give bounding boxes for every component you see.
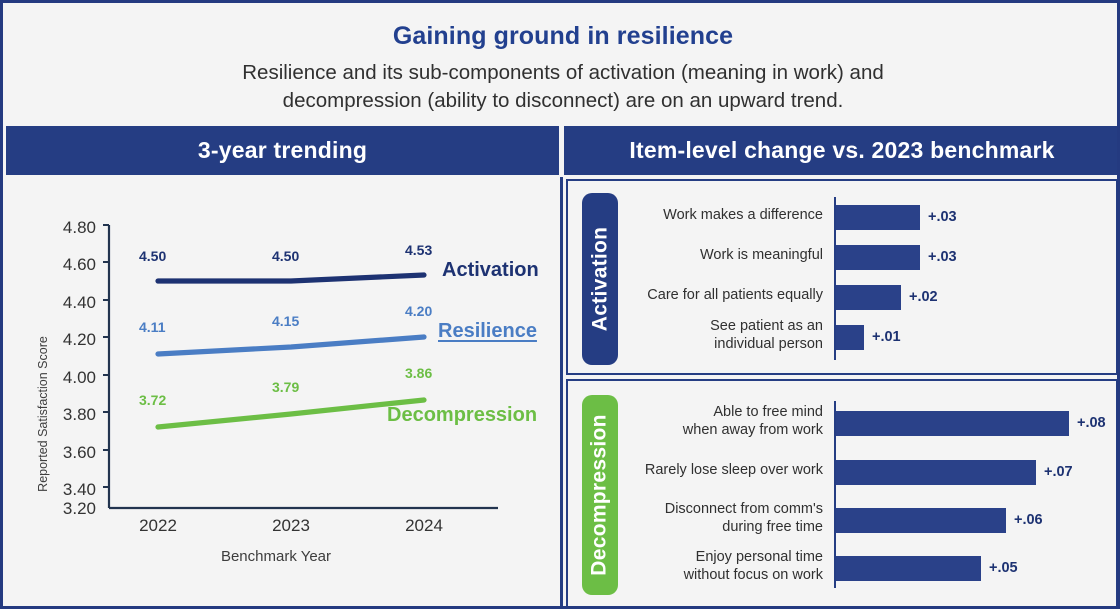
activation-line — [155, 272, 427, 284]
title-block: Gaining ground in resilience Resilience … — [6, 6, 1117, 120]
bar-label: Enjoy personal time without focus on wor… — [593, 549, 823, 584]
section-header-item-level: Item-level change vs. 2023 benchmark — [564, 126, 1117, 175]
y-tick-label: 4.00 — [62, 368, 96, 387]
series-label-decompression: Decompression — [387, 404, 538, 426]
bar-value: +.06 — [1014, 512, 1043, 528]
bar-label-line: Rarely lose sleep over work — [644, 462, 823, 478]
bar-rect — [836, 325, 864, 350]
panel-divider — [560, 177, 563, 606]
decompression-line — [155, 397, 427, 430]
activation-point-label: 4.53 — [405, 242, 433, 258]
y-tick-label: 4.40 — [62, 293, 96, 312]
decompression-bar-axis — [834, 401, 836, 588]
y-tick-label: 4.80 — [62, 218, 96, 237]
bar-label-line: Work makes a difference — [663, 207, 823, 223]
y-tick-label: 3.40 — [62, 480, 96, 499]
line-chart: Reported Satisfaction Score 4.80 4.60 4.… — [6, 177, 559, 606]
bar-label: Rarely lose sleep over work — [593, 462, 823, 480]
chart-plot-area — [103, 224, 498, 510]
bar-value: +.08 — [1077, 415, 1106, 431]
bar-rect — [836, 205, 920, 230]
bar-value: +.05 — [989, 560, 1018, 576]
subtitle-line-2: decompression (ability to disconnect) ar… — [282, 88, 844, 112]
bar-rect — [836, 508, 1006, 533]
resilience-line — [155, 334, 427, 357]
bar-label-line: Disconnect from comm's — [664, 501, 823, 517]
y-tick-label: 4.60 — [62, 255, 96, 274]
bar-label: Work is meaningful — [603, 247, 823, 265]
bar-value: +.07 — [1044, 464, 1073, 480]
bar-label: Disconnect from comm's during free time — [593, 501, 823, 536]
activation-point-label: 4.50 — [272, 248, 300, 264]
bar-label-line: Care for all patients equally — [647, 287, 823, 303]
resilience-point-label: 4.11 — [139, 319, 166, 335]
y-tick-label: 3.20 — [62, 499, 96, 518]
bar-label-line: Enjoy personal time — [695, 549, 823, 565]
bar-value: +.03 — [928, 249, 957, 265]
activation-bar-axis — [834, 197, 836, 360]
resilience-point-label: 4.20 — [405, 303, 433, 319]
bar-label-line: Work is meaningful — [699, 247, 823, 263]
y-tick-label: 4.20 — [62, 330, 96, 349]
activation-point-label: 4.50 — [139, 248, 167, 264]
subtitle-line-1: Resilience and its sub-components of act… — [242, 60, 884, 84]
activation-panel: Activation Work makes a difference +.03 … — [566, 179, 1117, 375]
bar-rect — [836, 285, 901, 310]
bar-rect — [836, 556, 981, 581]
decompression-badge: Decompression — [582, 395, 618, 595]
decompression-panel: Decompression Able to free mind when awa… — [566, 379, 1117, 606]
series-label-resilience: Resilience — [438, 320, 537, 342]
bar-label-line: Able to free mind — [713, 404, 823, 420]
page-title: Gaining ground in resilience — [392, 22, 734, 50]
decompression-bar-chart: Able to free mind when away from work +.… — [568, 381, 1116, 606]
bar-label: Work makes a difference — [603, 207, 823, 225]
series-label-activation: Activation — [442, 259, 539, 281]
bar-rect — [836, 460, 1036, 485]
bar-label-line: when away from work — [682, 421, 823, 438]
x-tick-label: 2024 — [405, 516, 443, 535]
decompression-point-label: 3.72 — [139, 392, 167, 408]
bar-value: +.02 — [909, 289, 938, 305]
line-chart-panel: Reported Satisfaction Score 4.80 4.60 4.… — [6, 177, 559, 606]
bar-label-line: individual person — [714, 335, 823, 352]
bar-rect — [836, 411, 1069, 436]
x-axis-title: Benchmark Year — [220, 548, 332, 565]
bar-label: Able to free mind when away from work — [593, 404, 823, 439]
bar-label-line: without focus on work — [683, 566, 823, 583]
activation-bar-chart: Work makes a difference +.03 Work is mea… — [568, 181, 1116, 373]
bar-label: See patient as an individual person — [603, 318, 823, 353]
page-subtitle: Resilience and its sub-components of act… — [242, 59, 884, 116]
bar-label: Care for all patients equally — [603, 287, 823, 305]
y-tick-label: 3.80 — [62, 405, 96, 424]
y-tick-label: 3.60 — [62, 443, 96, 462]
bar-label-line: during free time — [722, 518, 823, 535]
decompression-point-label: 3.79 — [272, 379, 300, 395]
activation-badge: Activation — [582, 193, 618, 365]
decompression-point-label: 3.86 — [405, 365, 433, 381]
bar-label-line: See patient as an — [710, 318, 823, 334]
bar-value: +.01 — [872, 329, 901, 345]
x-tick-label: 2023 — [272, 516, 310, 535]
x-tick-label: 2022 — [139, 516, 177, 535]
section-header-trending: 3-year trending — [6, 126, 559, 175]
resilience-point-label: 4.15 — [272, 313, 300, 329]
bar-value: +.03 — [928, 209, 957, 225]
bar-rect — [836, 245, 920, 270]
